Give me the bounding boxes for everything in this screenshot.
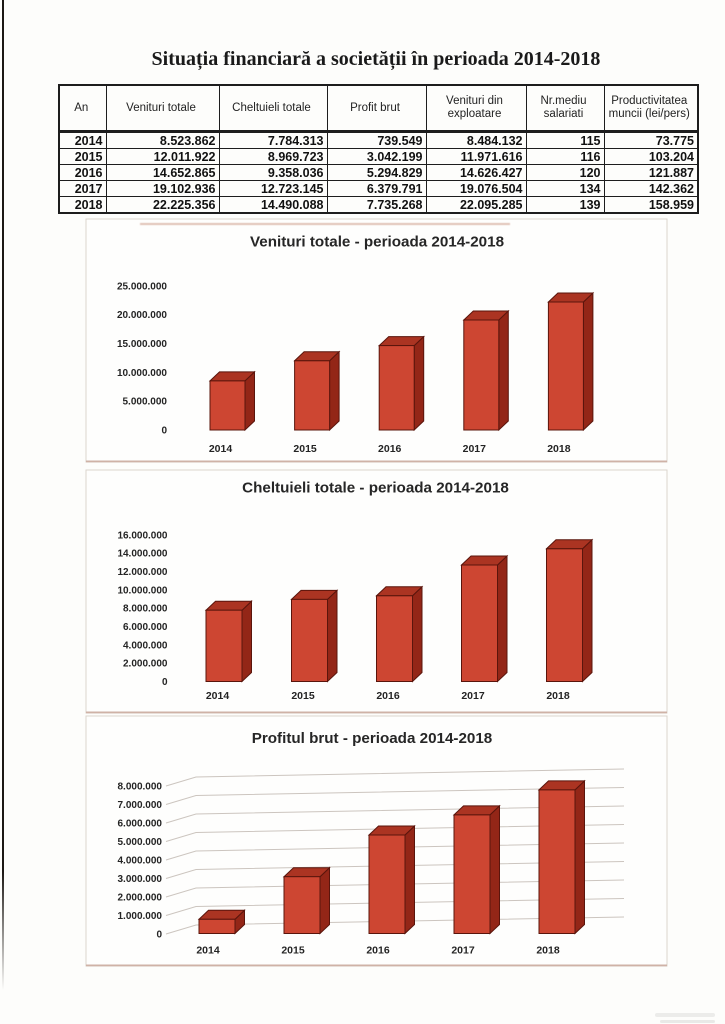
svg-text:2017: 2017 xyxy=(461,690,485,702)
svg-text:4.000.000: 4.000.000 xyxy=(123,640,168,651)
svg-text:Cheltuieli totale - perioada 2: Cheltuieli totale - perioada 2014-2018 xyxy=(242,480,509,497)
svg-text:2018: 2018 xyxy=(547,443,571,455)
svg-text:7.000.000: 7.000.000 xyxy=(118,800,163,811)
svg-text:16.000.000: 16.000.000 xyxy=(117,530,167,541)
svg-text:0: 0 xyxy=(161,425,167,436)
svg-text:2014: 2014 xyxy=(206,690,230,702)
svg-text:2016: 2016 xyxy=(378,443,402,455)
svg-text:14.000.000: 14.000.000 xyxy=(117,549,167,560)
svg-text:6.000.000: 6.000.000 xyxy=(123,622,168,633)
svg-text:5.000.000: 5.000.000 xyxy=(123,397,168,408)
svg-text:25.000.000: 25.000.000 xyxy=(117,281,167,292)
svg-text:2016: 2016 xyxy=(366,945,390,957)
svg-text:10.000.000: 10.000.000 xyxy=(117,585,167,596)
svg-text:2014: 2014 xyxy=(209,443,233,455)
svg-text:8.000.000: 8.000.000 xyxy=(123,604,168,615)
svg-text:2015: 2015 xyxy=(293,443,317,455)
svg-text:8.000.000: 8.000.000 xyxy=(118,781,163,792)
svg-text:2015: 2015 xyxy=(291,690,315,702)
svg-text:0: 0 xyxy=(156,929,162,940)
svg-text:0: 0 xyxy=(162,677,168,688)
svg-text:Profitul brut - perioada 2014-: Profitul brut - perioada 2014-2018 xyxy=(252,730,493,747)
svg-text:2017: 2017 xyxy=(463,443,487,455)
svg-text:5.000.000: 5.000.000 xyxy=(118,837,163,848)
svg-text:4.000.000: 4.000.000 xyxy=(118,855,163,866)
svg-text:10.000.000: 10.000.000 xyxy=(117,368,167,379)
svg-text:2018: 2018 xyxy=(546,690,570,702)
svg-text:Venituri totale - perioada 201: Venituri totale - perioada 2014-2018 xyxy=(250,234,504,251)
svg-text:6.000.000: 6.000.000 xyxy=(118,818,163,829)
svg-text:2015: 2015 xyxy=(281,945,305,957)
svg-text:2017: 2017 xyxy=(451,945,475,957)
svg-text:20.000.000: 20.000.000 xyxy=(117,310,167,321)
svg-text:2014: 2014 xyxy=(196,945,220,957)
svg-text:15.000.000: 15.000.000 xyxy=(117,339,167,350)
svg-text:2016: 2016 xyxy=(376,690,400,702)
svg-text:1.000.000: 1.000.000 xyxy=(118,911,163,922)
svg-text:12.000.000: 12.000.000 xyxy=(117,567,167,578)
svg-text:2.000.000: 2.000.000 xyxy=(118,892,163,903)
svg-text:3.000.000: 3.000.000 xyxy=(118,874,163,885)
svg-text:2.000.000: 2.000.000 xyxy=(123,659,168,670)
svg-text:2018: 2018 xyxy=(536,945,560,957)
